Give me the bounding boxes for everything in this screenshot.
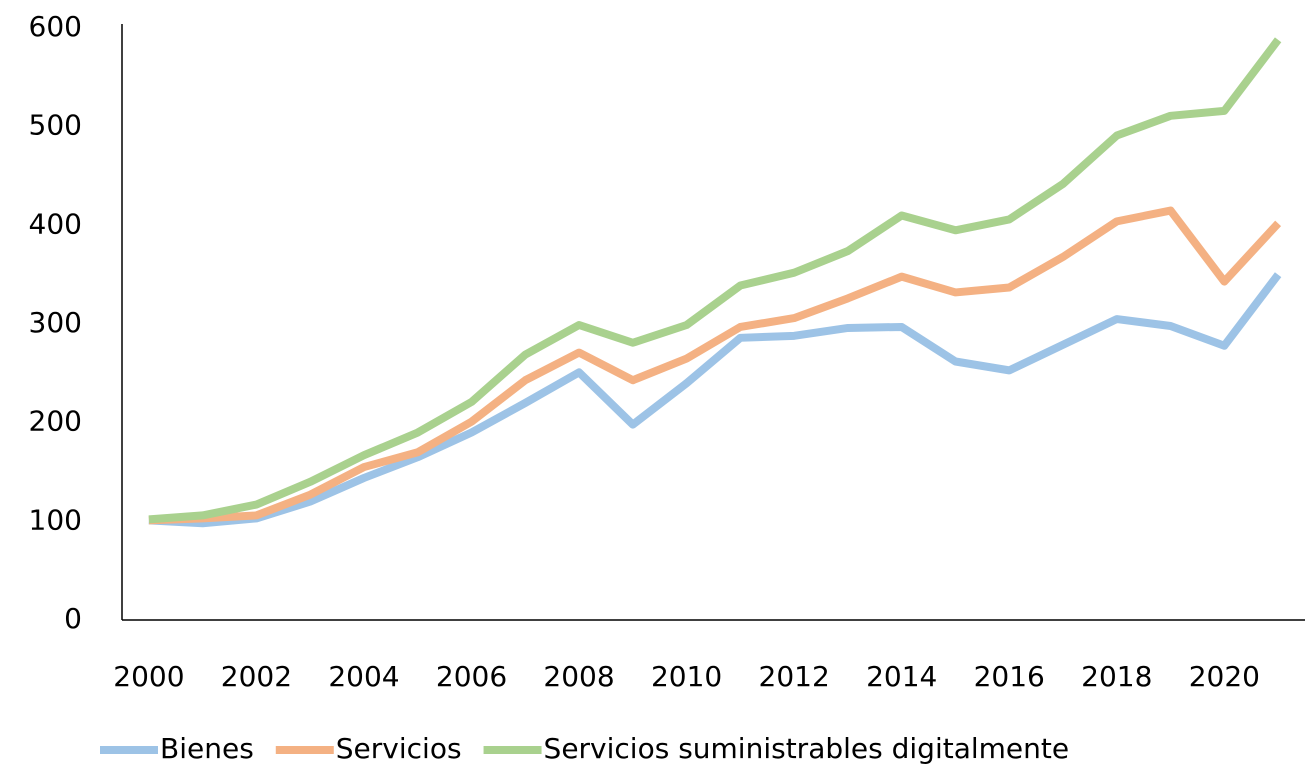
x-tick-label: 2006 bbox=[436, 660, 507, 693]
legend-label: Servicios bbox=[336, 732, 462, 765]
x-tick-label: 2018 bbox=[1081, 660, 1152, 693]
y-tick-label: 400 bbox=[29, 207, 82, 240]
x-tick-label: 2000 bbox=[113, 660, 184, 693]
x-tick-label: 2008 bbox=[543, 660, 614, 693]
x-tick-label: 2020 bbox=[1189, 660, 1260, 693]
x-tick-label: 2004 bbox=[328, 660, 399, 693]
y-tick-label: 100 bbox=[29, 503, 82, 536]
x-tick-label: 2014 bbox=[866, 660, 937, 693]
y-tick-label: 500 bbox=[29, 109, 82, 142]
y-tick-label: 600 bbox=[29, 10, 82, 43]
x-tick-label: 2002 bbox=[221, 660, 292, 693]
y-tick-label: 0 bbox=[64, 602, 82, 635]
legend-label: Bienes bbox=[160, 732, 254, 765]
line-series bbox=[148, 37, 1282, 524]
x-tick-label: 2016 bbox=[974, 660, 1045, 693]
x-tick-label: 2010 bbox=[651, 660, 722, 693]
y-tick-label: 200 bbox=[29, 405, 82, 438]
line-series bbox=[148, 272, 1282, 528]
y-tick-label: 300 bbox=[29, 306, 82, 339]
legend-label: Servicios suministrables digitalmente bbox=[544, 732, 1070, 765]
x-tick-label: 2012 bbox=[759, 660, 830, 693]
line-series bbox=[148, 206, 1282, 525]
